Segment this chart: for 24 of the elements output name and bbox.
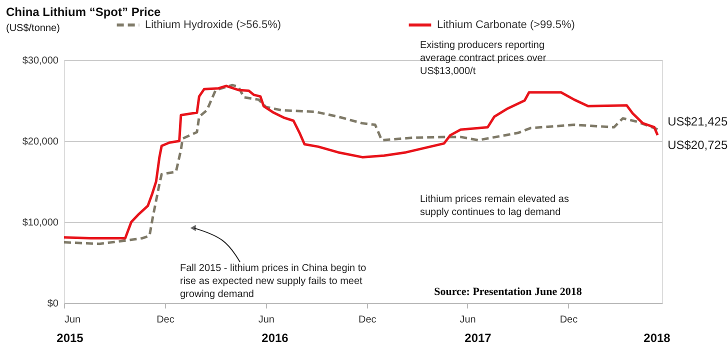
chart-subtitle: (US$/tonne) xyxy=(6,23,60,34)
y-tick-label: $30,000 xyxy=(22,56,59,66)
text: 2016 xyxy=(262,331,289,345)
legend-label: Lithium Hydroxide (>56.5%) xyxy=(145,19,282,31)
text: 2017 xyxy=(464,331,492,345)
x-tick-label: Dec xyxy=(560,314,578,326)
annotation: US$21,425 xyxy=(668,114,728,128)
x-tick-label: Jun xyxy=(460,314,476,326)
y-tick-label: $10,000 xyxy=(22,218,59,228)
legend-label: Lithium Carbonate (>99.5%) xyxy=(437,19,575,31)
y-tick-label: $20,000 xyxy=(22,136,59,148)
text: 2018 xyxy=(644,331,671,345)
annotation: Fall 2015 - lithium prices in China begin to rise as expected new supply fails to meet growing demand xyxy=(180,263,367,300)
y-tick-label: $0 xyxy=(47,298,59,310)
annotation: Lithium prices remain elevated as supply continues to lag demand xyxy=(420,194,569,218)
chart-title: China Lithium “Spot” Price xyxy=(6,5,161,19)
annotation: US$20,725 xyxy=(668,138,728,152)
x-tick-label: Dec xyxy=(358,314,376,326)
x-tick-label: Jun xyxy=(258,314,274,326)
x-tick-label: Jun xyxy=(64,314,81,326)
annotation: Source: Presentation June 2018 xyxy=(434,286,582,298)
text: 2015 xyxy=(56,331,84,345)
annotation: Existing producers reporting average contract prices over US$13,000/t xyxy=(420,40,547,77)
x-tick-label: Dec xyxy=(156,314,174,326)
